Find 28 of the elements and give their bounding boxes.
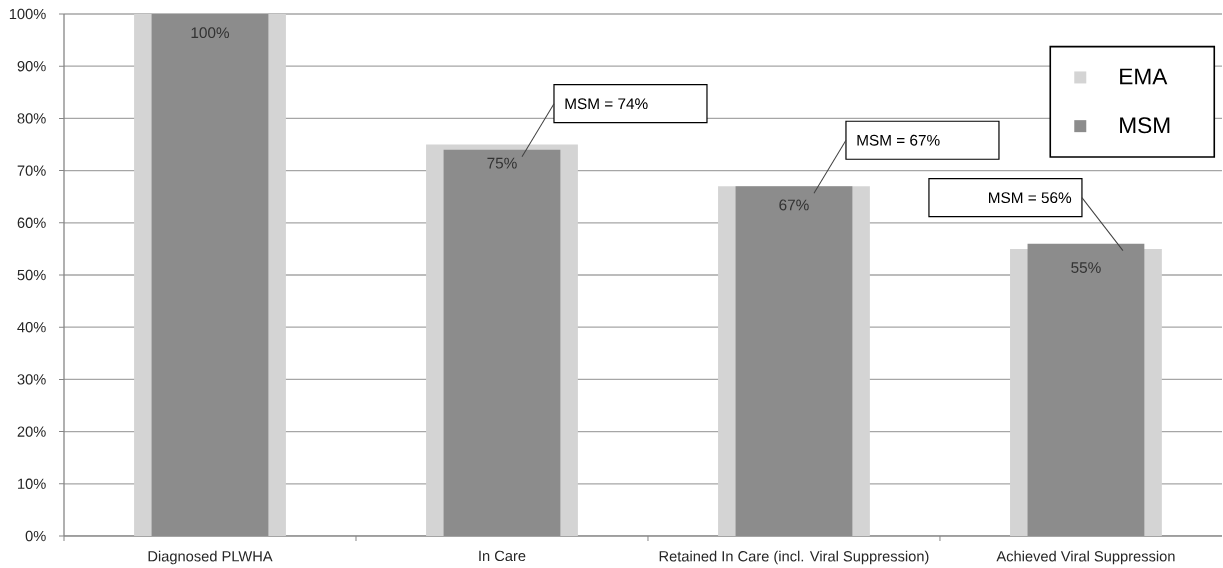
data-label: 67% bbox=[779, 199, 809, 211]
y-tick-label: 10% bbox=[18, 478, 46, 489]
y-tick-label: 70% bbox=[17, 165, 46, 176]
y-tick-label: 20% bbox=[17, 426, 46, 437]
y-tick-label: 60% bbox=[17, 217, 46, 228]
bar bbox=[735, 186, 853, 536]
x-tick-label: Diagnosed PLWHA bbox=[148, 550, 273, 565]
bar bbox=[1027, 243, 1145, 536]
data-label: MSM = 67% bbox=[857, 134, 940, 146]
data-label: 75% bbox=[487, 157, 517, 169]
data-label: 55% bbox=[1071, 262, 1101, 273]
legend-label: MSM bbox=[1120, 117, 1170, 134]
y-tick-label: 100% bbox=[9, 8, 46, 20]
x-tick-label: Retained In Care (incl. Viral Suppression) bbox=[659, 550, 929, 565]
x-tick-label: In Care bbox=[479, 550, 526, 562]
y-tick-label: 0% bbox=[25, 530, 46, 542]
y-tick-label: 40% bbox=[17, 322, 46, 333]
y-tick-label: 50% bbox=[17, 269, 46, 281]
data-label: 100% bbox=[191, 27, 230, 39]
y-tick-label: 30% bbox=[17, 374, 46, 385]
legend-label: EMA bbox=[1120, 68, 1168, 85]
y-tick-label: 80% bbox=[17, 113, 46, 124]
bar bbox=[151, 13, 269, 536]
y-tick-label: 90% bbox=[17, 61, 46, 72]
bar bbox=[443, 149, 561, 536]
data-label: MSM = 74% bbox=[565, 98, 648, 110]
x-tick-label: Achieved Viral Suppression bbox=[996, 550, 1175, 565]
data-label: MSM = 56% bbox=[989, 192, 1072, 204]
